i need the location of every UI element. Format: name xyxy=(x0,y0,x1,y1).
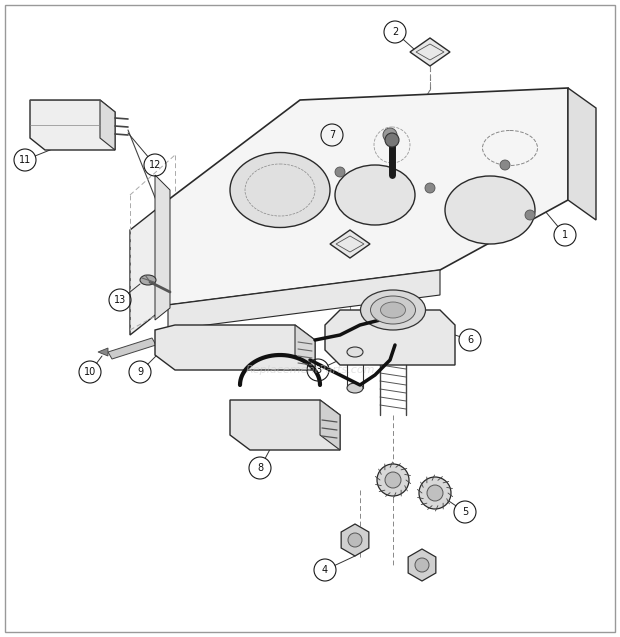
Polygon shape xyxy=(30,100,115,150)
Text: 11: 11 xyxy=(19,155,31,165)
Circle shape xyxy=(385,133,399,147)
Circle shape xyxy=(385,472,401,488)
Text: 13: 13 xyxy=(114,295,126,305)
Text: 12: 12 xyxy=(149,160,161,170)
Circle shape xyxy=(335,167,345,177)
Polygon shape xyxy=(325,310,455,365)
Polygon shape xyxy=(108,338,156,359)
Polygon shape xyxy=(98,348,108,356)
Circle shape xyxy=(427,485,443,501)
Circle shape xyxy=(377,464,409,496)
Polygon shape xyxy=(155,325,315,370)
Ellipse shape xyxy=(445,176,535,244)
Text: 9: 9 xyxy=(137,367,143,377)
Ellipse shape xyxy=(230,152,330,227)
Circle shape xyxy=(415,558,429,572)
Text: ReplacementParts.com: ReplacementParts.com xyxy=(246,365,374,375)
Polygon shape xyxy=(341,524,369,556)
Polygon shape xyxy=(410,38,450,66)
Polygon shape xyxy=(155,175,170,320)
Circle shape xyxy=(419,477,451,509)
Text: 8: 8 xyxy=(257,463,263,473)
Polygon shape xyxy=(100,100,115,150)
Polygon shape xyxy=(130,200,168,335)
Polygon shape xyxy=(320,400,340,450)
Text: 10: 10 xyxy=(84,367,96,377)
Polygon shape xyxy=(330,230,370,258)
Ellipse shape xyxy=(140,275,156,285)
Text: 3: 3 xyxy=(315,365,321,375)
Ellipse shape xyxy=(381,302,405,318)
Ellipse shape xyxy=(347,347,363,357)
Ellipse shape xyxy=(347,383,363,393)
Circle shape xyxy=(425,183,435,193)
Ellipse shape xyxy=(371,296,415,324)
Text: 6: 6 xyxy=(467,335,473,345)
Text: 7: 7 xyxy=(329,130,335,140)
Circle shape xyxy=(348,533,362,547)
Ellipse shape xyxy=(360,290,425,330)
Text: 2: 2 xyxy=(392,27,398,37)
Text: 5: 5 xyxy=(462,507,468,517)
Polygon shape xyxy=(568,88,596,220)
Text: 1: 1 xyxy=(562,230,568,240)
Polygon shape xyxy=(408,549,436,581)
Polygon shape xyxy=(168,270,440,330)
Polygon shape xyxy=(230,400,340,450)
Ellipse shape xyxy=(335,165,415,225)
Circle shape xyxy=(383,128,397,142)
Circle shape xyxy=(525,210,535,220)
Polygon shape xyxy=(168,88,568,305)
Text: 4: 4 xyxy=(322,565,328,575)
Circle shape xyxy=(500,160,510,170)
Polygon shape xyxy=(295,325,315,370)
